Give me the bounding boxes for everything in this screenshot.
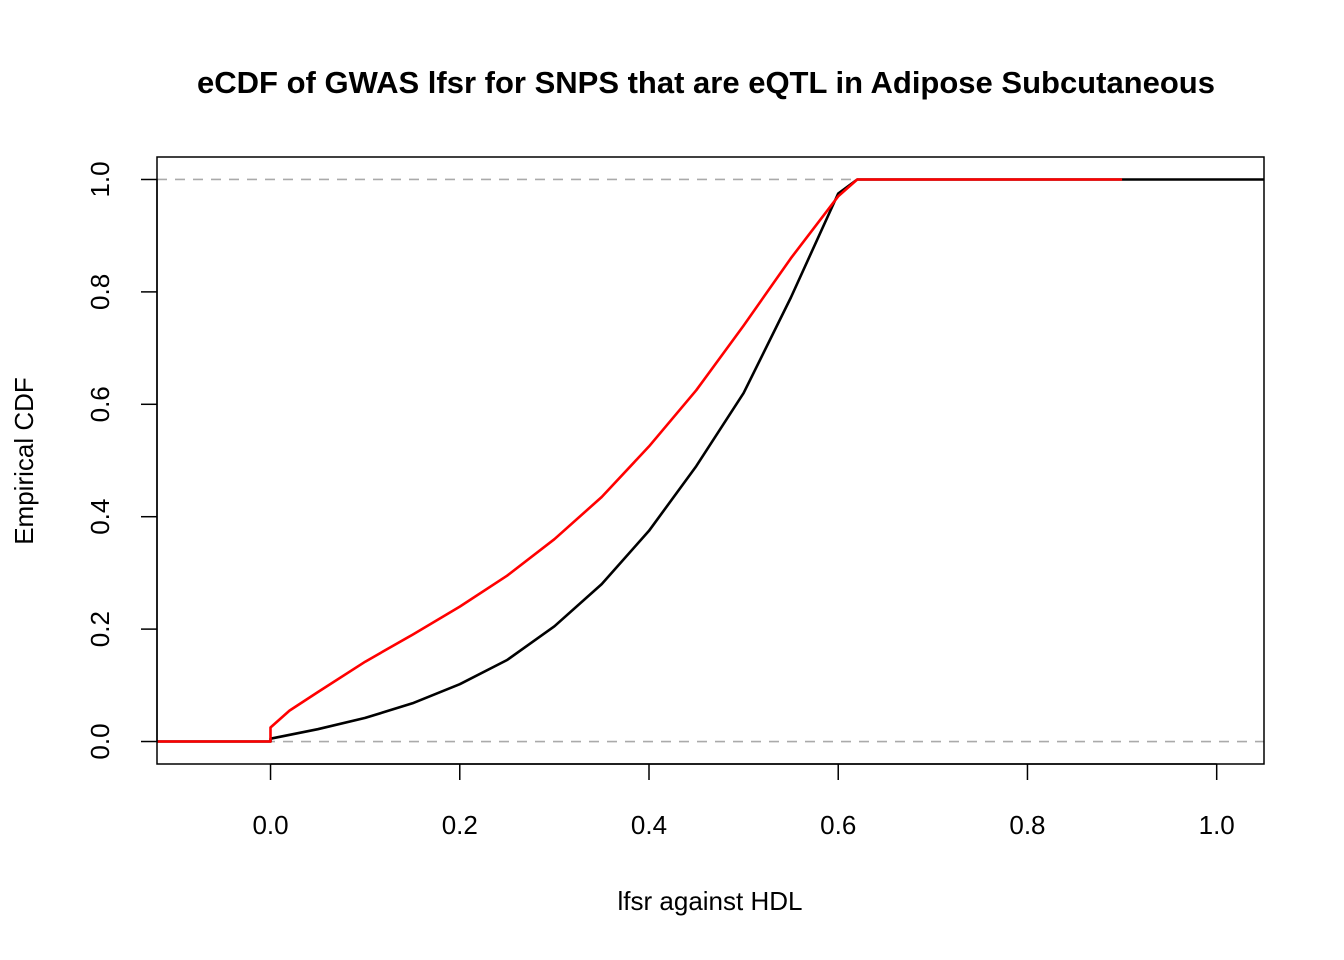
plot-frame bbox=[156, 156, 1265, 765]
y-axis: 0.0 0.2 0.4 0.6 0.8 1.0 bbox=[85, 161, 158, 760]
y-tick-label-1: 0.2 bbox=[85, 611, 115, 647]
chart-title: eCDF of GWAS lfsr for SNPS that are eQTL… bbox=[197, 65, 1215, 100]
x-tick-label-5: 1.0 bbox=[1199, 810, 1235, 840]
x-tick-label-3: 0.6 bbox=[820, 810, 856, 840]
y-tick-label-2: 0.4 bbox=[85, 499, 115, 535]
x-tick-label-4: 0.8 bbox=[1009, 810, 1045, 840]
y-tick-label-5: 1.0 bbox=[85, 161, 115, 197]
x-axis: 0.0 0.2 0.4 0.6 0.8 1.0 bbox=[252, 763, 1235, 840]
x-axis-label: lfsr against HDL bbox=[618, 886, 803, 916]
series-line-0 bbox=[157, 178, 1264, 743]
x-tick-label-2: 0.4 bbox=[631, 810, 667, 840]
series-lines bbox=[157, 178, 1264, 743]
y-axis-label: Empirical CDF bbox=[9, 377, 39, 545]
series-line-1 bbox=[157, 178, 1123, 743]
y-tick-label-0: 0.0 bbox=[85, 723, 115, 759]
reference-lines bbox=[157, 178, 1264, 743]
y-tick-label-4: 0.8 bbox=[85, 274, 115, 310]
x-tick-label-0: 0.0 bbox=[252, 810, 288, 840]
x-tick-label-1: 0.2 bbox=[442, 810, 478, 840]
y-tick-label-3: 0.6 bbox=[85, 386, 115, 422]
